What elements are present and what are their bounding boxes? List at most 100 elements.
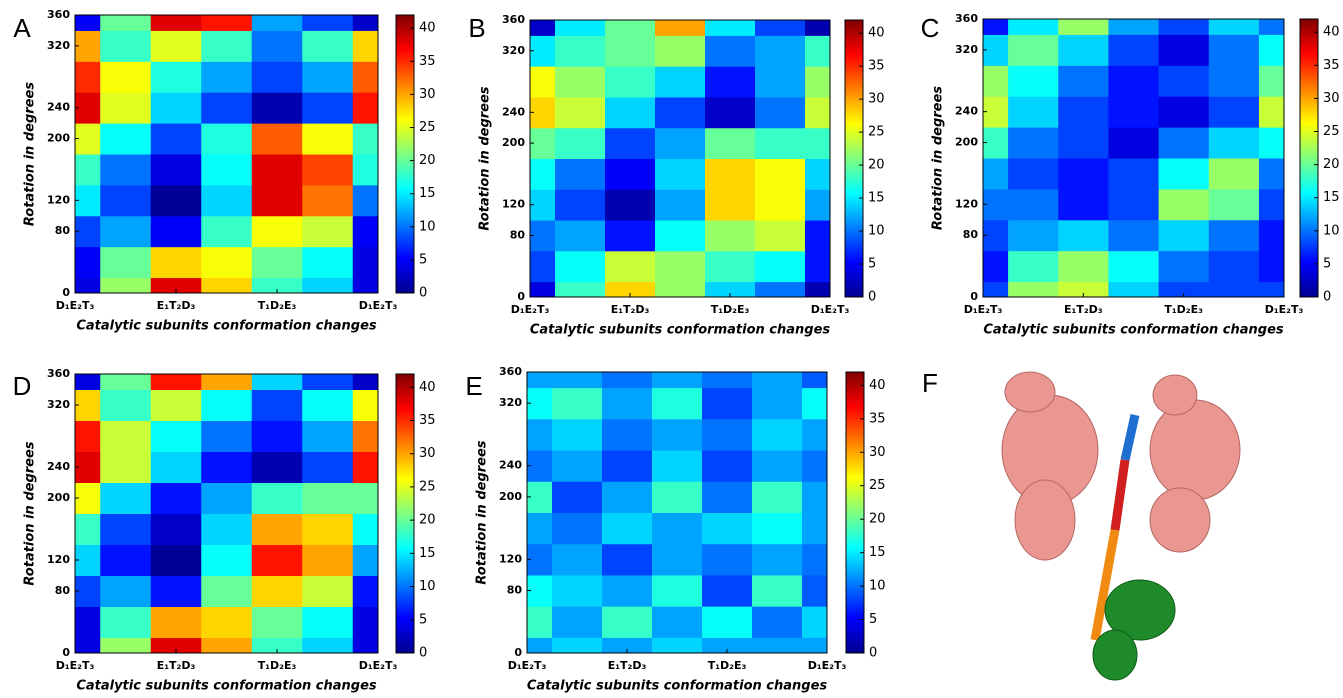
y-tick-label: 320 <box>502 44 525 57</box>
colorbar-tick-label: 30 <box>419 87 436 102</box>
y-tick-label: 120 <box>955 197 978 210</box>
heat-cell <box>805 35 831 67</box>
heat-cell <box>702 574 753 607</box>
heat-cell <box>100 30 152 62</box>
heat-cell <box>302 513 354 545</box>
heat-cell <box>605 127 656 159</box>
heat-cell <box>302 374 354 390</box>
heat-cell <box>75 374 101 390</box>
heat-cell <box>201 277 253 294</box>
heat-cell <box>752 606 803 638</box>
colorbar <box>1299 18 1319 298</box>
heat-cell <box>983 219 1009 252</box>
heat-cell <box>1208 65 1260 97</box>
heat-cell <box>555 220 606 252</box>
heat-cell <box>752 450 803 482</box>
y-tick-label: 120 <box>502 198 525 211</box>
plot-frame <box>526 371 828 654</box>
heat-cell <box>655 20 706 36</box>
heat-cell <box>150 544 202 576</box>
heat-cell <box>983 96 1009 128</box>
heat-cell <box>605 158 656 190</box>
heat-cell <box>1208 188 1260 221</box>
heat-cell <box>251 277 303 294</box>
heat-cell <box>1158 281 1210 298</box>
x-tick-label: E₁T₂D₃ <box>611 303 650 316</box>
colorbar-tick-label: 10 <box>419 579 436 594</box>
heat-cell <box>802 450 828 482</box>
heat-cell <box>530 250 556 283</box>
heat-cell <box>802 512 828 545</box>
heatmap <box>530 20 831 298</box>
heat-cell <box>352 544 379 576</box>
heat-cell <box>805 96 831 129</box>
y-tick-label: 360 <box>955 12 978 25</box>
heat-cell <box>75 606 101 638</box>
heat-cell <box>755 20 806 36</box>
heat-cell <box>302 482 354 514</box>
heat-cell <box>1008 158 1059 190</box>
heat-cell <box>752 418 803 451</box>
heat-cell <box>75 154 101 186</box>
colorbar-tick-label: 20 <box>868 158 885 173</box>
heat-cell <box>352 15 379 31</box>
heat-cell <box>705 158 756 190</box>
heat-cell <box>100 544 152 576</box>
heat-cell <box>302 92 354 124</box>
heat-cell <box>251 451 303 483</box>
heat-cell <box>100 123 152 155</box>
heat-cell <box>201 544 253 576</box>
colorbar-tick-label: 5 <box>1323 256 1331 271</box>
x-tick-label: E₁T₂D₃ <box>157 299 196 312</box>
panel-label: A <box>13 13 31 43</box>
heat-cell <box>302 61 354 93</box>
heat-cell <box>527 387 553 420</box>
plot-frame <box>74 373 379 654</box>
heat-cell <box>652 481 703 513</box>
heat-cell <box>602 574 653 607</box>
heat-cell <box>552 637 603 654</box>
colorbar-tick-label: 40 <box>868 26 885 41</box>
heat-cell <box>302 154 354 186</box>
y-tick-label: 360 <box>47 367 70 380</box>
heat-cell <box>201 482 253 514</box>
heat-cell <box>655 189 706 221</box>
heat-cell <box>802 481 828 513</box>
heat-cell <box>1158 19 1210 35</box>
heat-cell <box>802 418 828 451</box>
y-axis-label: Rotation in degrees <box>23 82 38 226</box>
heat-cell <box>1108 127 1160 159</box>
heat-cell <box>100 482 152 514</box>
x-tick-label: D₁E₂T₃ <box>811 303 850 316</box>
y-tick-label: 200 <box>955 136 978 149</box>
colorbar-tick-label: 10 <box>1323 223 1340 238</box>
heat-cell <box>251 482 303 514</box>
heat-cell <box>552 418 603 451</box>
heat-cell <box>702 387 753 420</box>
heat-cell <box>75 544 101 576</box>
heat-cell <box>75 420 101 452</box>
colorbar-tick-label: 5 <box>869 612 877 627</box>
heat-cell <box>1158 34 1210 66</box>
heat-cell <box>1258 250 1285 283</box>
x-tick-label: T₁D₂E₃ <box>1164 303 1203 316</box>
heat-cell <box>1158 250 1210 283</box>
heat-cell <box>752 387 803 420</box>
heat-cell <box>652 418 703 451</box>
heat-cell <box>251 215 303 248</box>
heat-cell <box>1158 96 1210 128</box>
heat-cell <box>602 543 653 576</box>
heat-cell <box>1108 34 1160 66</box>
heat-cell <box>705 20 756 36</box>
heat-cell <box>302 544 354 576</box>
heat-cell <box>1208 127 1260 159</box>
y-tick-label: 120 <box>47 193 70 206</box>
heat-cell <box>802 543 828 576</box>
heat-cell <box>1258 158 1285 190</box>
heat-cell <box>555 158 606 190</box>
y-tick-label: 320 <box>499 396 522 409</box>
heat-cell <box>75 30 101 62</box>
colorbar-tick-label: 10 <box>868 224 885 239</box>
heat-cell <box>1108 219 1160 252</box>
heat-cell <box>251 374 303 390</box>
